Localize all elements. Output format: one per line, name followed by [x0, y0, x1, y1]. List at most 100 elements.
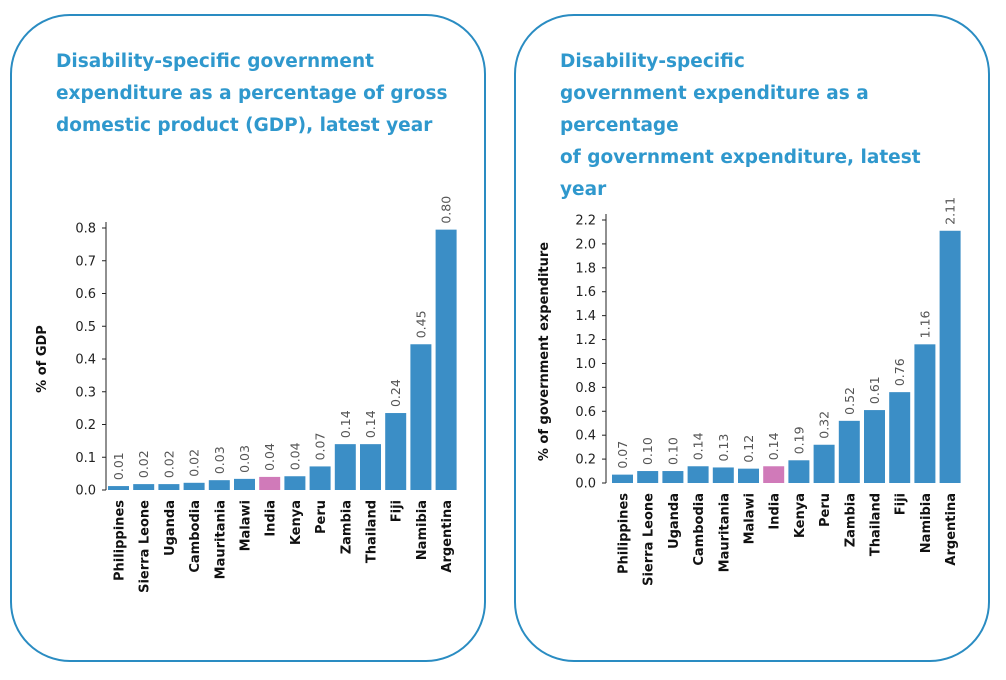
category-label: Peru: [818, 493, 833, 527]
category-label: Sierra Leone: [138, 500, 153, 593]
category-label: Cambodia: [188, 500, 203, 573]
bar-value-label: 0.52: [842, 387, 857, 415]
category-label: India: [264, 500, 279, 537]
category-label: Argentina: [440, 500, 455, 573]
govexp-chart-panel: Disability-specific government expenditu…: [514, 14, 990, 662]
category-label: Uganda: [667, 493, 682, 549]
category-label: Uganda: [163, 500, 178, 556]
y-tick-label: 0.8: [75, 222, 96, 237]
y-tick-label: 1.2: [575, 333, 596, 348]
y-tick-label: 2.0: [575, 237, 596, 252]
category-label: Zambia: [339, 500, 354, 554]
bar-value-label: 0.07: [615, 441, 630, 469]
category-label: Fiji: [894, 493, 909, 515]
y-tick-label: 0.2: [575, 453, 596, 468]
category-label: Zambia: [843, 493, 858, 547]
category-label: Philippines: [617, 493, 632, 574]
category-label: Mauritania: [717, 493, 732, 572]
bar-india: [259, 476, 281, 490]
bar-fiji: [889, 392, 911, 483]
bar-philippines: [612, 474, 633, 483]
bar-peru: [813, 444, 835, 483]
y-tick-label: 0.0: [75, 484, 96, 499]
category-label: Thailand: [869, 493, 884, 556]
bar-value-label: 0.12: [741, 435, 756, 463]
bar-argentina: [435, 229, 457, 490]
govexp-chart-title: Disability-specific government expenditu…: [560, 51, 921, 200]
category-label: Mauritania: [213, 500, 228, 579]
bar-value-label: 0.61: [867, 376, 882, 404]
gdp-chart-title: Disability-specific government expenditu…: [56, 51, 448, 136]
gdp-chart-panel: Disability-specific government expenditu…: [10, 14, 486, 662]
bar-india: [763, 466, 785, 483]
bar-argentina: [939, 230, 961, 483]
bar-zambia: [838, 420, 860, 483]
category-label: Argentina: [944, 493, 959, 566]
bar-uganda: [158, 484, 180, 490]
bar-mauritania: [712, 467, 734, 483]
y-axis-title: % of GDP: [35, 325, 50, 393]
category-label: Cambodia: [692, 493, 707, 566]
bar-uganda: [662, 471, 684, 483]
y-tick-label: 0.6: [575, 405, 596, 420]
bar-zambia: [334, 444, 356, 490]
bar-fiji: [385, 413, 407, 490]
y-tick-label: 1.8: [575, 261, 596, 276]
category-label: Peru: [314, 500, 329, 534]
category-label: Malawi: [743, 493, 758, 544]
bar-malawi: [738, 468, 759, 483]
category-label: Thailand: [365, 500, 380, 563]
y-tick-label: 0.6: [75, 287, 96, 302]
govexp-chart: 0.0 0.2 0.4 0.6 0.8 1.0 1.2 1.4 1.6 1.8 2.0 2.2 % of…: [537, 197, 961, 586]
category-label: Fiji: [390, 500, 405, 522]
bar-kenya: [788, 460, 810, 483]
bar-mauritania: [208, 480, 230, 490]
bar-value-label: 0.45: [413, 310, 428, 338]
y-tick-label: 1.0: [575, 357, 596, 372]
bar-malawi: [234, 478, 255, 490]
bar-cambodia: [687, 466, 709, 483]
chart-plot: 0.0 0.2 0.4 0.6 0.8 1.0 1.2 1.4 1.6 1.8 2.0 2.2 % of…: [537, 197, 961, 586]
y-tick-label: 0.4: [75, 353, 96, 368]
bar-value-label: 0.14: [691, 432, 706, 460]
category-label: Malawi: [239, 500, 254, 551]
category-label: Sierra Leone: [642, 493, 657, 586]
bar-value-label: 0.04: [262, 443, 277, 471]
bar-value-label: 0.04: [287, 442, 302, 470]
y-tick-label: 0.8: [575, 381, 596, 396]
bar-thailand: [864, 410, 885, 483]
bar-peru: [309, 466, 331, 490]
y-tick-label: 0.7: [75, 254, 96, 269]
bar-value-label: 0.03: [212, 446, 227, 474]
bar-value-label: 2.11: [943, 197, 958, 225]
bar-value-label: 0.02: [187, 449, 202, 477]
bar-value-label: 0.14: [338, 410, 353, 438]
y-tick-label: 0.1: [75, 451, 96, 466]
bar-value-label: 0.19: [791, 426, 806, 454]
category-label: India: [768, 493, 783, 530]
bar-value-label: 0.14: [363, 410, 378, 438]
category-label: Kenya: [793, 493, 808, 538]
y-tick-label: 0.5: [75, 320, 96, 335]
bar-value-label: 0.13: [716, 434, 731, 462]
bar-value-label: 0.80: [439, 196, 454, 224]
category-label: Namibia: [415, 500, 430, 560]
category-label: Kenya: [289, 500, 304, 545]
bar-value-label: 1.16: [917, 310, 932, 338]
bar-value-label: 0.01: [111, 452, 126, 480]
y-tick-label: 0.3: [75, 385, 96, 400]
bar-value-label: 0.24: [388, 379, 403, 407]
category-label: Namibia: [919, 493, 934, 553]
bar-thailand: [360, 444, 381, 490]
bar-namibia: [410, 344, 432, 490]
bar-philippines: [108, 486, 129, 490]
bar-value-label: 0.10: [640, 437, 655, 465]
y-axis-title: % of government expenditure: [537, 242, 552, 461]
bar-value-label: 0.14: [766, 432, 781, 460]
y-tick-label: 1.6: [575, 285, 596, 300]
bar-value-label: 0.03: [237, 445, 252, 473]
y-tick-label: 1.4: [575, 309, 596, 324]
bar-value-label: 0.76: [892, 358, 907, 386]
bar-value-label: 0.07: [313, 433, 328, 461]
y-tick-label: 2.2: [575, 214, 596, 229]
